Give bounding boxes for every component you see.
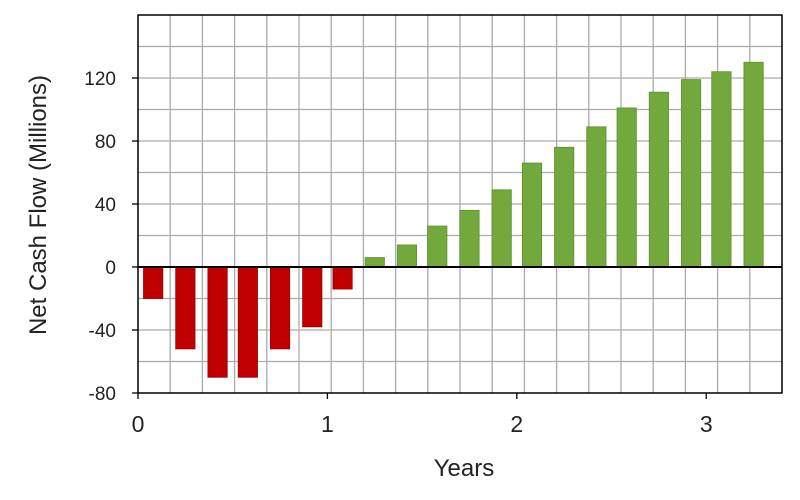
- bar: [332, 266, 353, 290]
- x-tick-label: 1: [321, 411, 334, 437]
- y-tick-label: 80: [95, 132, 116, 153]
- bar: [648, 91, 669, 268]
- bar: [364, 257, 385, 268]
- bar: [743, 61, 764, 268]
- bar: [459, 209, 480, 268]
- y-tick-label: 120: [84, 69, 116, 90]
- x-axis-title: Years: [434, 455, 495, 482]
- bar: [302, 266, 323, 328]
- bar: [521, 162, 543, 268]
- y-tick-label: -80: [89, 384, 116, 405]
- y-tick-labels: 120 80 40 0 -40 -80: [84, 69, 138, 405]
- bar: [427, 225, 448, 268]
- bar: [681, 79, 702, 268]
- bars: [143, 61, 764, 378]
- bar: [143, 266, 164, 299]
- bar: [491, 189, 512, 268]
- bar: [269, 266, 291, 350]
- y-tick-label: 0: [105, 258, 116, 279]
- bar: [586, 126, 607, 268]
- y-tick-label: -40: [89, 321, 116, 342]
- bar: [711, 71, 732, 268]
- y-axis-title: Net Cash Flow (Millions): [25, 75, 52, 335]
- y-tick-label: 40: [95, 195, 116, 216]
- bar: [396, 244, 418, 268]
- x-tick-label: 2: [510, 411, 523, 437]
- bar: [175, 266, 196, 350]
- bar: [237, 266, 258, 378]
- bar: [616, 107, 637, 268]
- x-tick-labels: 0 1 2 3: [132, 393, 713, 437]
- x-tick-label: 3: [700, 411, 713, 437]
- bar: [554, 146, 575, 268]
- bar: [207, 266, 228, 378]
- x-tick-label: 0: [132, 411, 145, 437]
